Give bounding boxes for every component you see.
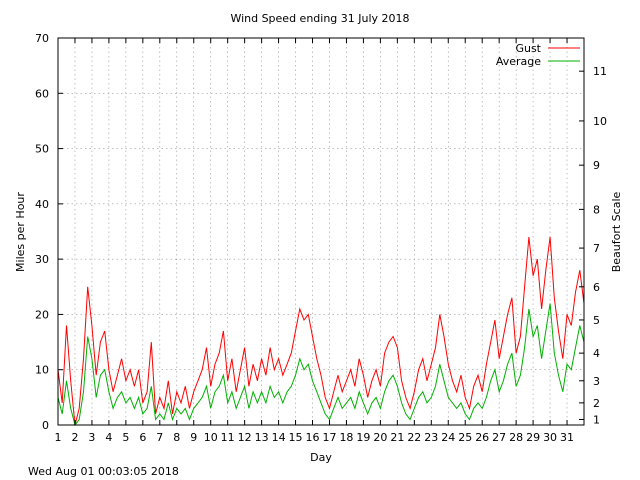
x-tick-label: 22 [407,431,421,444]
beaufort-tick-label: 7 [593,242,600,255]
x-tick-label: 10 [204,431,218,444]
beaufort-tick-label: 9 [593,159,600,172]
beaufort-tick-label: 1 [593,413,600,426]
x-tick-label: 2 [71,431,78,444]
y-tick-label: 40 [35,198,49,211]
x-tick-label: 12 [238,431,252,444]
y-tick-label: 30 [35,253,49,266]
x-tick-label: 14 [272,431,286,444]
x-tick-label: 27 [492,431,506,444]
x-tick-label: 18 [339,431,353,444]
y-tick-label: 10 [35,364,49,377]
x-tick-label: 19 [356,431,370,444]
x-tick-label: 6 [139,431,146,444]
x-axis-label: Day [310,451,332,464]
x-tick-label: 24 [441,431,455,444]
x-tick-label: 21 [390,431,404,444]
x-tick-label: 7 [156,431,163,444]
y-tick-label: 70 [35,32,49,45]
x-tick-label: 29 [526,431,540,444]
x-tick-label: 8 [173,431,180,444]
y-tick-label: 0 [42,419,49,432]
x-tick-label: 31 [560,431,574,444]
legend-label-gust: Gust [515,42,541,55]
legend: Gust Average [496,42,580,68]
beaufort-tick-label: 4 [593,347,600,360]
series-line-gust [57,236,585,426]
y-axis-label: Miles per Hour [14,192,27,272]
series-line-average [57,303,585,427]
x-tick-label: 25 [458,431,472,444]
x-tick-label: 17 [322,431,336,444]
beaufort-tick-label: 10 [593,115,607,128]
beaufort-tick-label: 11 [593,65,607,78]
footer-timestamp: Wed Aug 01 00:03:05 2018 [28,465,179,478]
chart-title: Wind Speed ending 31 July 2018 [230,12,409,25]
y-tick-label: 20 [35,308,49,321]
grid [58,38,584,425]
y-tick-label: 50 [35,143,49,156]
x-tick-label: 9 [190,431,197,444]
x-tick-label: 4 [105,431,112,444]
x-tick-label: 20 [373,431,387,444]
x-tick-label: 13 [255,431,269,444]
x-tick-label: 28 [509,431,523,444]
x-tick-label: 26 [475,431,489,444]
x-tick-label: 1 [55,431,62,444]
x-tick-label: 3 [88,431,95,444]
beaufort-tick-label: 6 [593,281,600,294]
x-tick-label: 23 [424,431,438,444]
plot-frame [57,37,585,426]
series-layer [57,236,585,427]
x-tick-label: 11 [221,431,235,444]
x-tick-label: 16 [306,431,320,444]
beaufort-tick-label: 8 [593,203,600,216]
x-tick-label: 5 [122,431,129,444]
beaufort-tick-label: 5 [593,314,600,327]
beaufort-tick-label: 3 [593,375,600,388]
x-tick-label: 15 [289,431,303,444]
legend-label-average: Average [496,55,541,68]
y2-axis-label: Beaufort Scale [610,191,623,272]
beaufort-tick-label: 2 [593,397,600,410]
y-tick-label: 60 [35,87,49,100]
x-tick-label: 30 [543,431,557,444]
